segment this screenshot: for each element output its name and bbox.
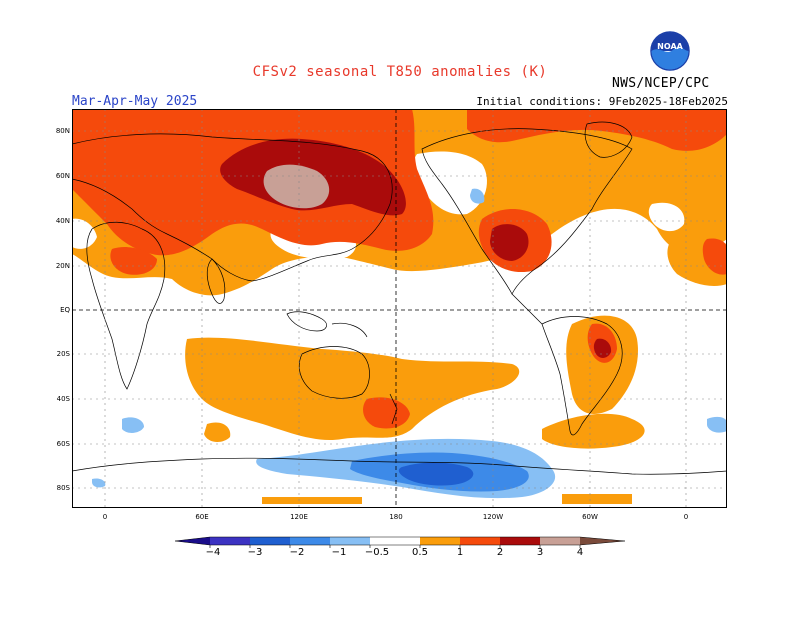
colorbar-swatch-gt4 bbox=[580, 537, 625, 545]
lon-tick: 120E bbox=[290, 513, 308, 521]
colorbar-label: 4 bbox=[576, 547, 584, 558]
lat-tick: 60S bbox=[56, 440, 70, 448]
initial-conditions: Initial conditions: 9Feb2025-18Feb2025 bbox=[476, 95, 728, 108]
chart-title: CFSv2 seasonal T850 anomalies (K) bbox=[252, 64, 548, 80]
colorbar-label: 0.5 bbox=[412, 547, 428, 558]
anomaly-map bbox=[72, 109, 727, 508]
noaa-logo-icon: NOAA bbox=[650, 31, 690, 71]
lat-tick: 20S bbox=[56, 350, 70, 358]
lon-tick: 180 bbox=[389, 513, 403, 521]
lat-tick: 40S bbox=[56, 395, 70, 403]
agency-label: NWS/NCEP/CPC bbox=[612, 76, 710, 91]
colorbar-swatch-neg4-neg3 bbox=[210, 537, 250, 545]
lat-tick: 80S bbox=[56, 484, 70, 492]
colorbar-swatch-neutral bbox=[370, 537, 420, 545]
svg-text:NOAA: NOAA bbox=[657, 42, 683, 51]
colorbar-swatch-p2-3 bbox=[500, 537, 540, 545]
anomaly-darkblue-regions bbox=[398, 462, 474, 486]
colorbar-label: 3 bbox=[536, 547, 544, 558]
colorbar-label: −1 bbox=[331, 547, 347, 558]
colorbar-swatch-p3-4 bbox=[540, 537, 580, 545]
colorbar-swatch-p05-1 bbox=[420, 537, 460, 545]
colorbar-label: 1 bbox=[456, 547, 464, 558]
lat-tick: 60N bbox=[55, 172, 70, 180]
forecast-period: Mar-Apr-May 2025 bbox=[72, 94, 198, 109]
colorbar-swatch-lt-neg4 bbox=[175, 537, 210, 545]
lat-lon-grid bbox=[72, 109, 727, 508]
lat-tick: 40N bbox=[55, 217, 70, 225]
lon-tick: 0 bbox=[683, 513, 689, 521]
colorbar-swatch-neg2-neg1 bbox=[290, 537, 330, 545]
lat-tick: 20N bbox=[55, 262, 70, 270]
colorbar-swatch-neg1-neg05 bbox=[330, 537, 370, 545]
colorbar-label: 2 bbox=[496, 547, 504, 558]
colorbar-swatch-p1-2 bbox=[460, 537, 500, 545]
lat-tick: 80N bbox=[55, 127, 70, 135]
colorbar bbox=[174, 536, 626, 548]
lon-tick: 60E bbox=[195, 513, 209, 521]
colorbar-label: −4 bbox=[205, 547, 221, 558]
lon-tick: 0 bbox=[102, 513, 108, 521]
colorbar-label: −0.5 bbox=[364, 547, 390, 558]
lat-tick: EQ bbox=[60, 306, 70, 314]
colorbar-label: −2 bbox=[289, 547, 305, 558]
lon-tick: 60W bbox=[582, 513, 598, 521]
anomaly-rose-region bbox=[263, 164, 330, 209]
lon-tick: 120W bbox=[482, 513, 504, 521]
colorbar-label: −3 bbox=[247, 547, 263, 558]
colorbar-swatch-neg3-neg2 bbox=[250, 537, 290, 545]
